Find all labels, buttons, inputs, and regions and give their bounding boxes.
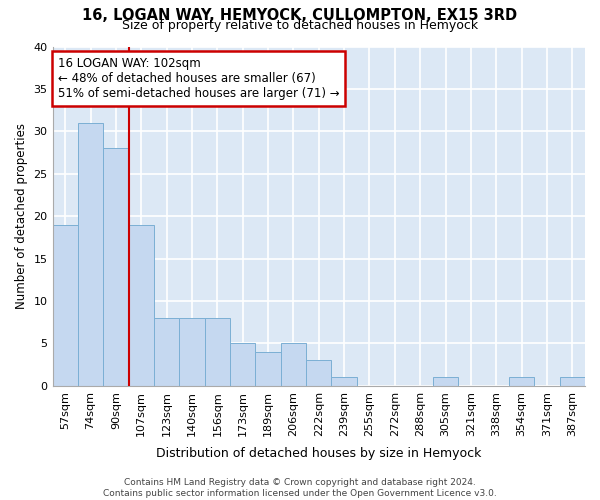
Bar bbox=[433, 378, 458, 386]
Bar bbox=[179, 318, 205, 386]
Bar bbox=[256, 352, 281, 386]
Bar bbox=[128, 224, 154, 386]
Text: Contains HM Land Registry data © Crown copyright and database right 2024.
Contai: Contains HM Land Registry data © Crown c… bbox=[103, 478, 497, 498]
Bar bbox=[78, 123, 103, 386]
Y-axis label: Number of detached properties: Number of detached properties bbox=[15, 123, 28, 309]
Text: 16, LOGAN WAY, HEMYOCK, CULLOMPTON, EX15 3RD: 16, LOGAN WAY, HEMYOCK, CULLOMPTON, EX15… bbox=[82, 8, 518, 22]
Bar bbox=[281, 344, 306, 386]
Bar bbox=[53, 224, 78, 386]
Text: Size of property relative to detached houses in Hemyock: Size of property relative to detached ho… bbox=[122, 19, 478, 32]
X-axis label: Distribution of detached houses by size in Hemyock: Distribution of detached houses by size … bbox=[156, 447, 481, 460]
Bar bbox=[560, 378, 585, 386]
Bar bbox=[230, 344, 256, 386]
Bar bbox=[103, 148, 128, 386]
Bar bbox=[509, 378, 534, 386]
Text: 16 LOGAN WAY: 102sqm
← 48% of detached houses are smaller (67)
51% of semi-detac: 16 LOGAN WAY: 102sqm ← 48% of detached h… bbox=[58, 56, 340, 100]
Bar bbox=[205, 318, 230, 386]
Bar bbox=[154, 318, 179, 386]
Bar bbox=[306, 360, 331, 386]
Bar bbox=[331, 378, 357, 386]
